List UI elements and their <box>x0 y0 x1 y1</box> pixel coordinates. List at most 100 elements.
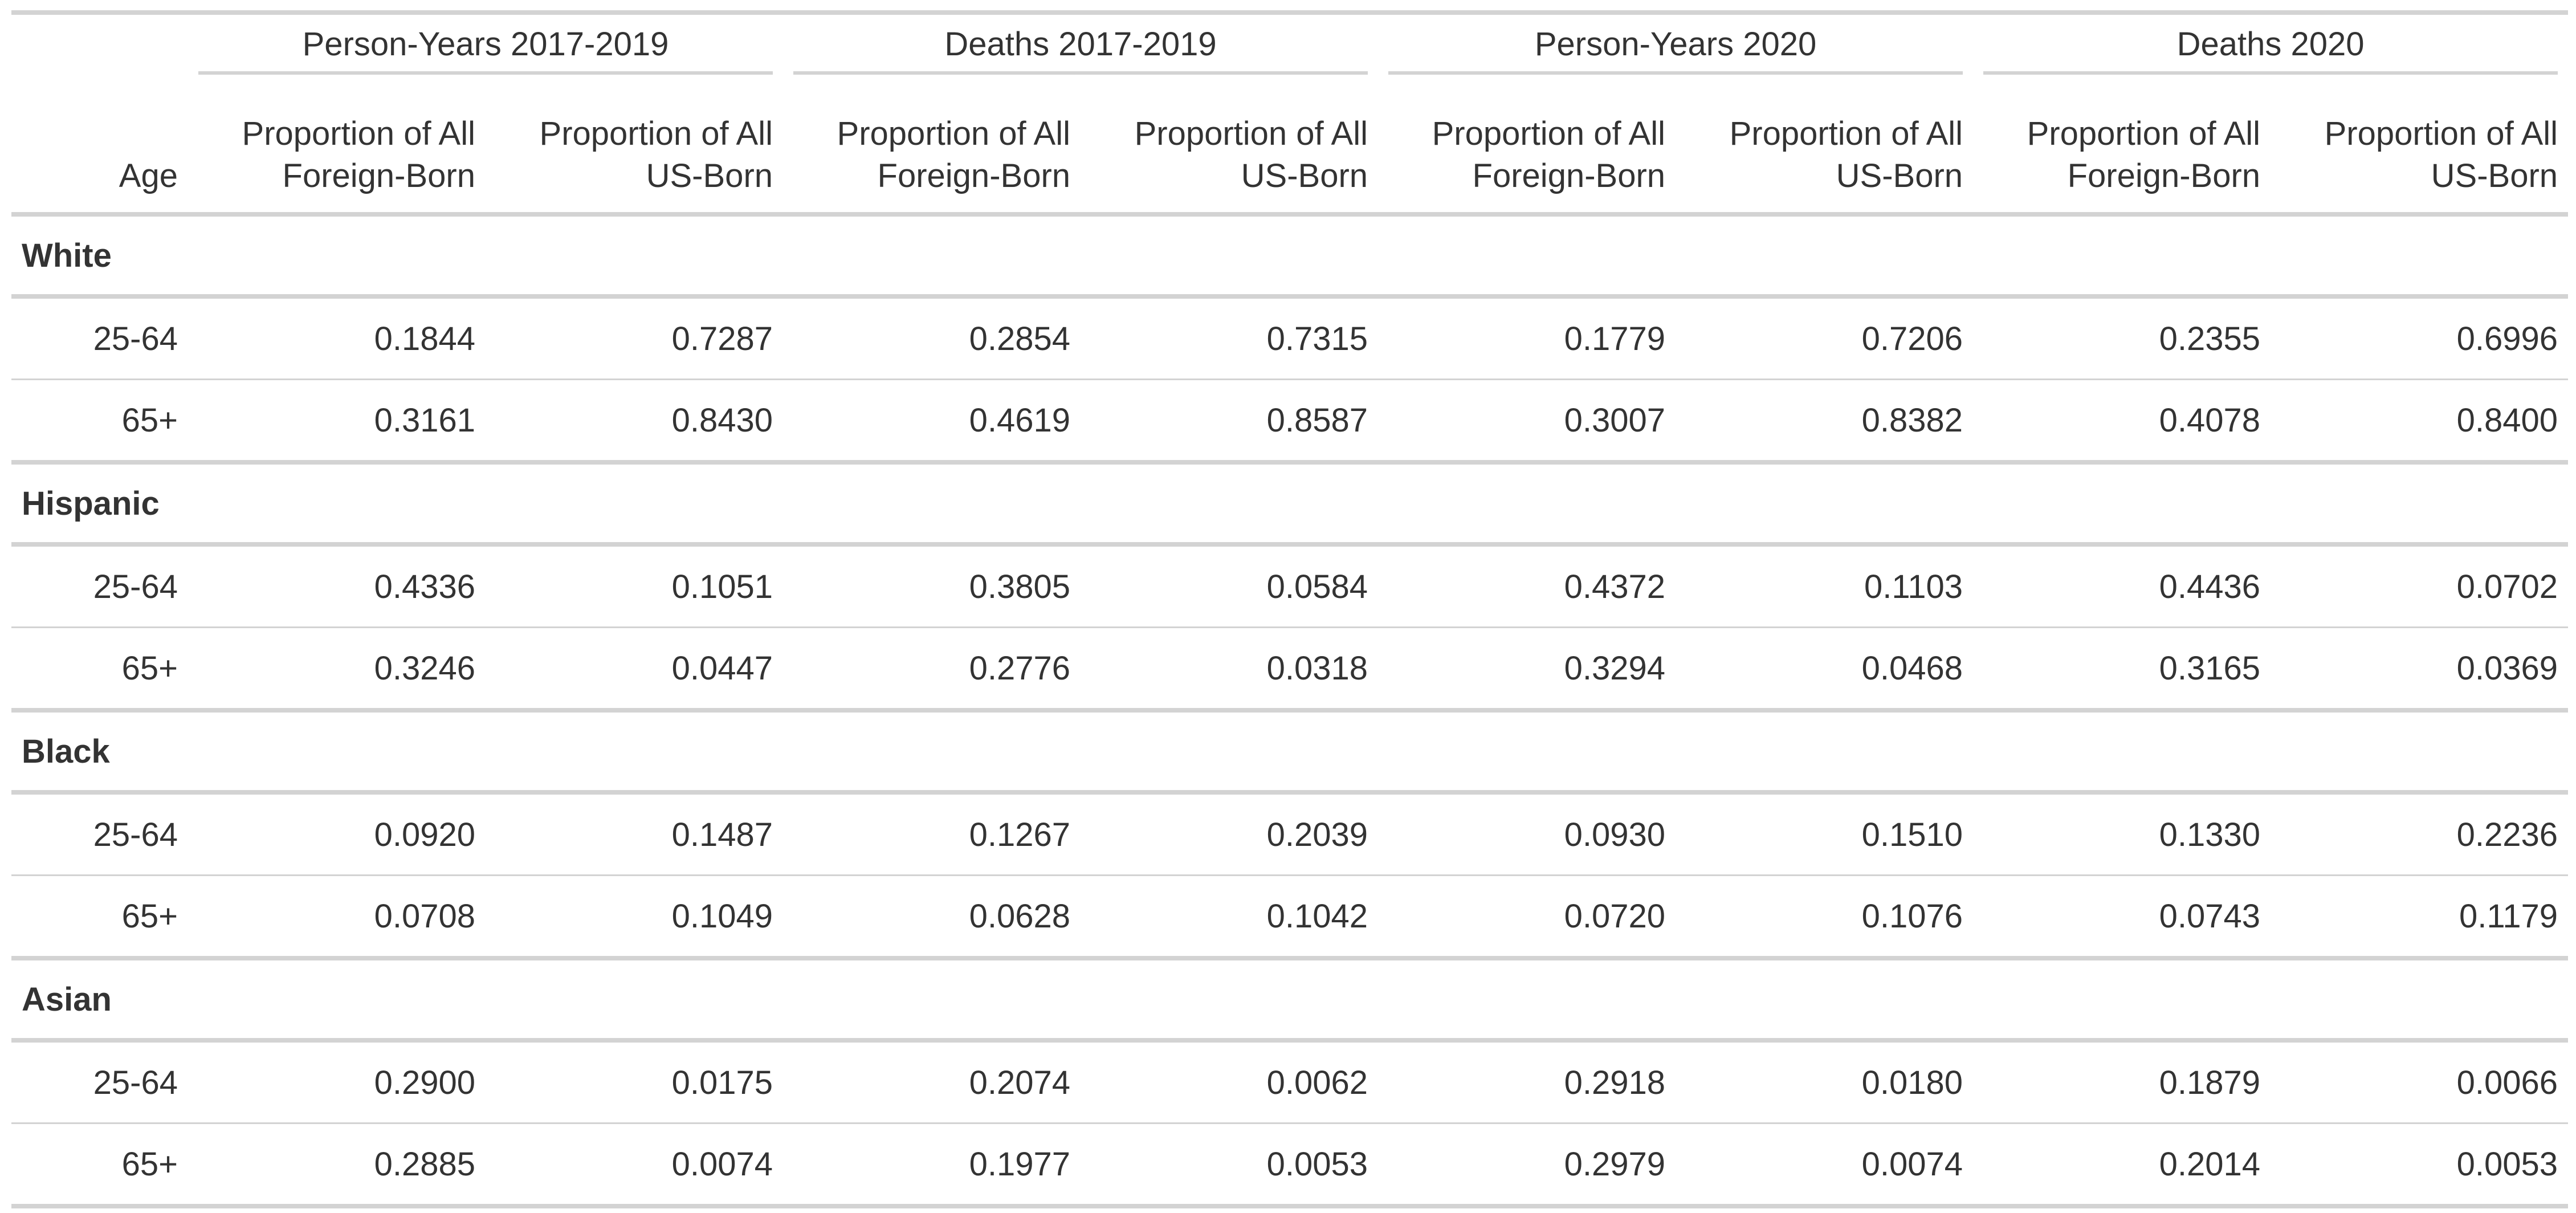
value-cell: 0.0074 <box>1676 1123 1974 1208</box>
table-row: 25-64 0.1844 0.7287 0.2854 0.7315 0.1779 0.720… <box>11 296 2569 380</box>
value-cell: 0.8382 <box>1676 379 1974 465</box>
column-label-line: Proportion of All <box>1432 115 1666 152</box>
value-cell: 0.0702 <box>2271 544 2569 628</box>
value-cell: 0.1844 <box>188 296 486 380</box>
column-label-line: Proportion of All <box>837 115 1071 152</box>
value-cell: 0.1051 <box>486 544 784 628</box>
value-cell: 0.1103 <box>1676 544 1974 628</box>
value-cell: 0.2885 <box>188 1123 486 1208</box>
column-label-line: US-Born <box>2431 157 2558 194</box>
value-cell: 0.4078 <box>1973 379 2271 465</box>
spanner-person-years-2020: Person-Years 2020 <box>1378 10 1974 86</box>
value-cell: 0.2854 <box>783 296 1081 380</box>
value-cell: 0.3007 <box>1378 379 1676 465</box>
age-cell: 65+ <box>11 1123 188 1208</box>
value-cell: 0.2236 <box>2271 792 2569 876</box>
group-label: Black <box>11 710 2569 795</box>
age-cell: 65+ <box>11 875 188 960</box>
value-cell: 0.0318 <box>1081 627 1379 713</box>
age-cell: 25-64 <box>11 792 188 876</box>
group-label: Asian <box>11 958 2569 1043</box>
spanner-label: Deaths 2020 <box>1983 26 2558 75</box>
age-cell: 65+ <box>11 627 188 713</box>
column-label: Proportion of All US-Born <box>2271 86 2569 217</box>
group-row: White <box>11 214 2569 299</box>
value-cell: 0.3161 <box>188 379 486 465</box>
value-cell: 0.0720 <box>1378 875 1676 960</box>
value-cell: 0.8587 <box>1081 379 1379 465</box>
value-cell: 0.3805 <box>783 544 1081 628</box>
column-label-line: Foreign-Born <box>1472 157 1666 194</box>
value-cell: 0.2776 <box>783 627 1081 713</box>
value-cell: 0.0468 <box>1676 627 1974 713</box>
value-cell: 0.6996 <box>2271 296 2569 380</box>
value-cell: 0.3165 <box>1973 627 2271 713</box>
column-label-age: Age <box>11 86 188 217</box>
column-label-line: Proportion of All <box>1729 115 1963 152</box>
value-cell: 0.0053 <box>2271 1123 2569 1208</box>
group-label: Hispanic <box>11 462 2569 547</box>
value-cell: 0.2900 <box>188 1040 486 1124</box>
value-cell: 0.0743 <box>1973 875 2271 960</box>
value-cell: 0.0447 <box>486 627 784 713</box>
column-label-line: US-Born <box>1241 157 1368 194</box>
spanner-row: Person-Years 2017-2019 Deaths 2017-2019 … <box>11 10 2569 86</box>
table-row: 65+ 0.0708 0.1049 0.0628 0.1042 0.0720 0.1076 0… <box>11 875 2569 960</box>
value-cell: 0.2918 <box>1378 1040 1676 1124</box>
age-cell: 25-64 <box>11 544 188 628</box>
spanner-deaths-2017-2019: Deaths 2017-2019 <box>783 10 1379 86</box>
data-table: Person-Years 2017-2019 Deaths 2017-2019 … <box>11 10 2569 1208</box>
value-cell: 0.2355 <box>1973 296 2271 380</box>
value-cell: 0.4436 <box>1973 544 2271 628</box>
column-label-row: Age Proportion of All Foreign-Born Proport… <box>11 86 2569 217</box>
spanner-spacer <box>11 10 188 86</box>
value-cell: 0.4336 <box>188 544 486 628</box>
value-cell: 0.8400 <box>2271 379 2569 465</box>
table-row: 25-64 0.0920 0.1487 0.1267 0.2039 0.0930 0.151… <box>11 792 2569 876</box>
column-label: Proportion of All Foreign-Born <box>1378 86 1676 217</box>
column-label-line: Proportion of All <box>242 115 475 152</box>
spanner-label: Person-Years 2020 <box>1388 26 1963 75</box>
value-cell: 0.2014 <box>1973 1123 2271 1208</box>
group-row: Asian <box>11 958 2569 1043</box>
table-row: 65+ 0.2885 0.0074 0.1977 0.0053 0.2979 0.0074 0… <box>11 1123 2569 1208</box>
value-cell: 0.0369 <box>2271 627 2569 713</box>
value-cell: 0.7287 <box>486 296 784 380</box>
table-row: 25-64 0.2900 0.0175 0.2074 0.0062 0.2918 0.018… <box>11 1040 2569 1124</box>
column-label-line: Proportion of All <box>2324 115 2558 152</box>
value-cell: 0.1042 <box>1081 875 1379 960</box>
value-cell: 0.1487 <box>486 792 784 876</box>
value-cell: 0.0053 <box>1081 1123 1379 1208</box>
column-label-line: Proportion of All <box>539 115 773 152</box>
value-cell: 0.0180 <box>1676 1040 1974 1124</box>
value-cell: 0.4619 <box>783 379 1081 465</box>
value-cell: 0.2979 <box>1378 1123 1676 1208</box>
value-cell: 0.8430 <box>486 379 784 465</box>
value-cell: 0.0074 <box>486 1123 784 1208</box>
value-cell: 0.1267 <box>783 792 1081 876</box>
column-label-line: Foreign-Born <box>877 157 1071 194</box>
column-label: Proportion of All Foreign-Born <box>188 86 486 217</box>
group-row: Hispanic <box>11 462 2569 547</box>
table-row: 65+ 0.3161 0.8430 0.4619 0.8587 0.3007 0.8382 0… <box>11 379 2569 465</box>
value-cell: 0.7315 <box>1081 296 1379 380</box>
value-cell: 0.0062 <box>1081 1040 1379 1124</box>
column-label-line: Proportion of All <box>2027 115 2261 152</box>
column-label: Proportion of All US-Born <box>1081 86 1379 217</box>
column-label-line: Foreign-Born <box>282 157 475 194</box>
value-cell: 0.0175 <box>486 1040 784 1124</box>
spanner-person-years-2017-2019: Person-Years 2017-2019 <box>188 10 784 86</box>
table-row: 65+ 0.3246 0.0447 0.2776 0.0318 0.3294 0.0468 0… <box>11 627 2569 713</box>
column-label: Proportion of All US-Born <box>1676 86 1974 217</box>
age-cell: 65+ <box>11 379 188 465</box>
value-cell: 0.7206 <box>1676 296 1974 380</box>
value-cell: 0.1779 <box>1378 296 1676 380</box>
age-cell: 25-64 <box>11 1040 188 1124</box>
value-cell: 0.1330 <box>1973 792 2271 876</box>
value-cell: 0.4372 <box>1378 544 1676 628</box>
column-label: Proportion of All Foreign-Born <box>1973 86 2271 217</box>
value-cell: 0.0930 <box>1378 792 1676 876</box>
table-header: Person-Years 2017-2019 Deaths 2017-2019 … <box>11 10 2569 217</box>
value-cell: 0.1510 <box>1676 792 1974 876</box>
value-cell: 0.1049 <box>486 875 784 960</box>
